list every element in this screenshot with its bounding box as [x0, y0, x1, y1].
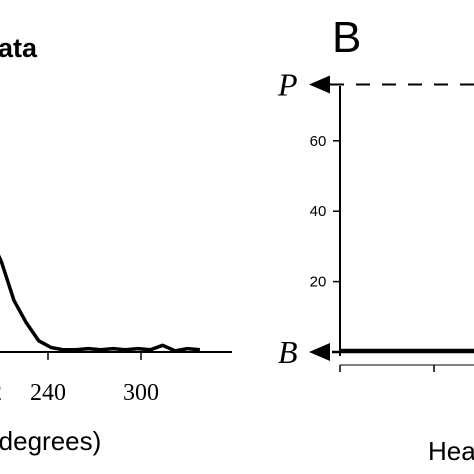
panel-b-y-tick-label: 20 — [310, 274, 327, 291]
panel-a-x-tick-label: 240 — [30, 380, 66, 406]
panel-a-x-tick-label: 300 — [123, 380, 159, 406]
panel-b-y-tick-label: 60 — [310, 133, 327, 150]
panel-b-y-tick-label: 40 — [310, 203, 327, 220]
panel-b-reference-arrow — [309, 343, 330, 361]
panel-b-x-axis-label: Hea — [428, 436, 474, 466]
panel-a-title: ata — [0, 33, 38, 63]
panel-a-x-axis-label: (degrees) — [0, 426, 101, 456]
panel-b-label: B — [332, 13, 361, 62]
panel-b-reference-arrow — [309, 75, 330, 94]
panel-a-x-tick-label: 2 — [0, 380, 2, 406]
panel-a-series-line — [0, 254, 201, 353]
panel-b-reference-label: B — [278, 334, 298, 370]
panel-b-reference-label: P — [277, 66, 298, 102]
panel-a: ata 2 240 300 (degrees) — [0, 33, 232, 456]
